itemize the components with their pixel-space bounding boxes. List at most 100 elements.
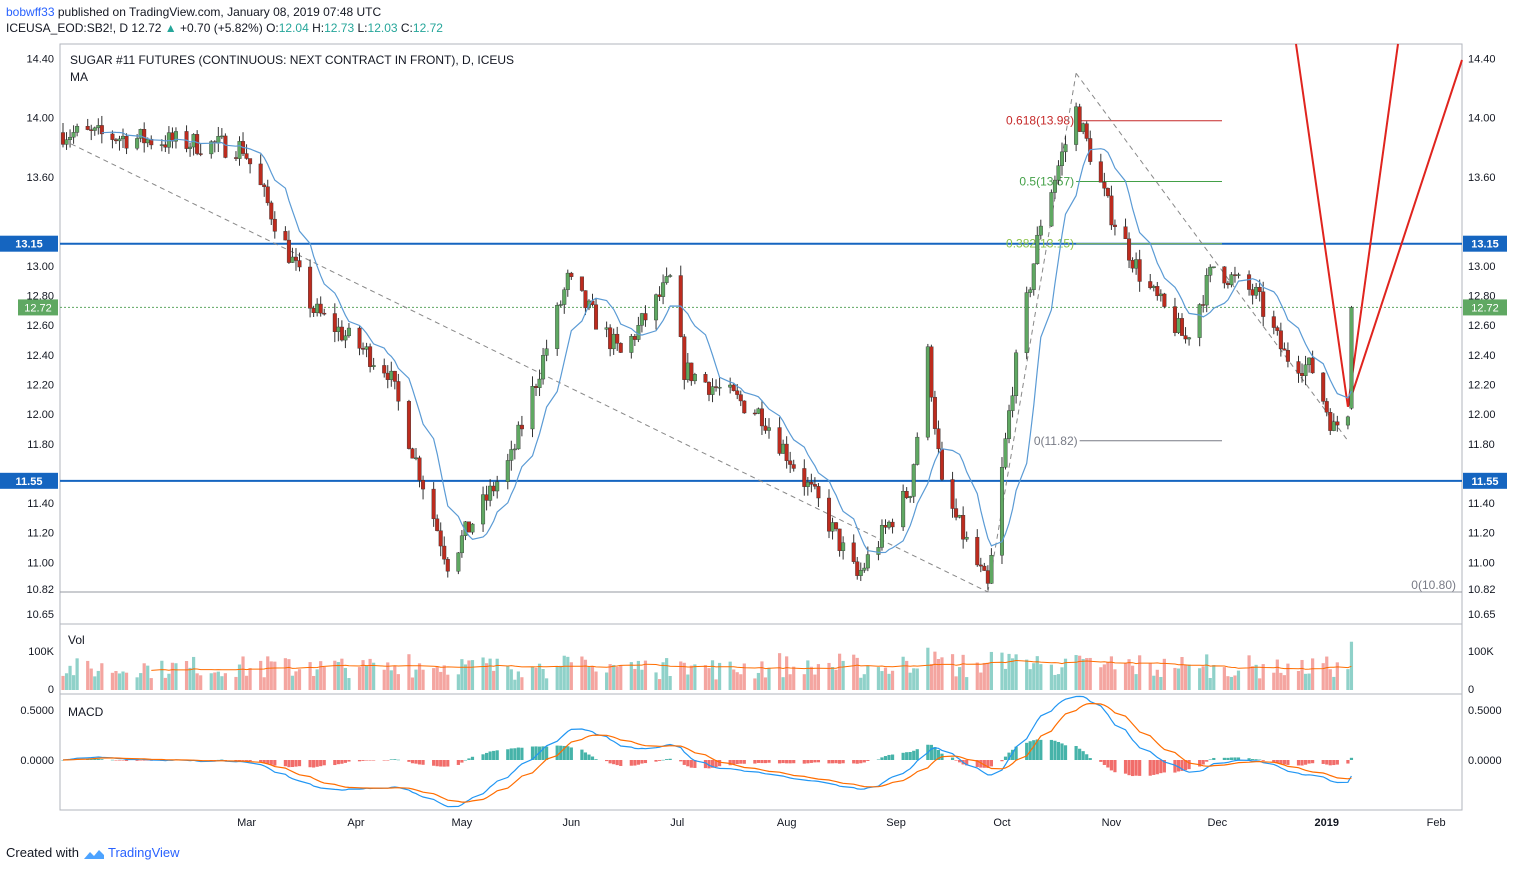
- volume-bar: [269, 661, 273, 690]
- volume-bars-layer: [61, 641, 1354, 690]
- candle-body: [629, 336, 634, 353]
- candle-body: [244, 153, 249, 159]
- candle-body: [643, 313, 648, 321]
- volume-bar: [1173, 667, 1177, 690]
- candle-body: [71, 132, 76, 138]
- volume-bar: [1321, 663, 1325, 690]
- volume-bar: [763, 677, 768, 690]
- macd-histogram-bar: [612, 760, 616, 765]
- macd-histogram-bar: [1014, 746, 1018, 760]
- macd-histogram-bar: [146, 760, 150, 761]
- volume-bar: [767, 667, 771, 690]
- volume-bar: [792, 666, 796, 690]
- volume-bar: [986, 662, 990, 690]
- volume-bar: [1183, 664, 1188, 690]
- macd-histogram-bar: [414, 760, 418, 764]
- volume-bar: [244, 675, 249, 690]
- macd-histogram-bar: [124, 760, 129, 761]
- macd-histogram-bar: [417, 760, 422, 765]
- candle-body: [519, 424, 524, 430]
- macd-histogram-bar: [1321, 760, 1325, 764]
- candle-body: [710, 386, 715, 395]
- macd-histogram-bar: [1346, 760, 1350, 764]
- volume-bar: [456, 674, 460, 690]
- volume-bar: [668, 676, 672, 690]
- macd-histogram-bar: [386, 760, 390, 761]
- macd-histogram-bar: [283, 760, 287, 767]
- macd-histogram-bar: [760, 760, 764, 764]
- volume-bar: [788, 674, 792, 690]
- volume-bar: [1176, 668, 1181, 690]
- created-with-text: Created with: [6, 845, 79, 860]
- volume-bar: [1014, 654, 1018, 690]
- macd-histogram-bar: [590, 756, 595, 760]
- candle-body: [1031, 263, 1036, 290]
- macd-histogram-bar: [1152, 760, 1156, 775]
- volume-bar: [1102, 664, 1106, 690]
- macd-histogram-bar: [986, 760, 990, 768]
- volume-bar: [121, 671, 125, 690]
- macd-histogram-bar: [619, 760, 623, 766]
- macd-histogram-bar: [912, 750, 916, 760]
- volume-bar: [961, 654, 965, 690]
- macd-histogram-bar: [1173, 760, 1177, 773]
- macd-histogram-bar: [562, 745, 566, 760]
- hline-tag-right-1: [1463, 472, 1507, 489]
- macd-histogram-bar: [979, 760, 983, 768]
- macd-histogram-bar: [876, 759, 881, 760]
- volume-bar: [926, 647, 930, 690]
- volume-bar: [915, 668, 919, 690]
- volume-bar: [979, 672, 983, 690]
- macd-histogram-bar: [665, 759, 669, 760]
- macd-histogram-bar: [432, 760, 436, 766]
- candle-body: [954, 508, 959, 518]
- volume-bar: [742, 663, 746, 690]
- macd-histogram-bar: [1251, 759, 1255, 760]
- y-tick-left-8: 12.00: [26, 409, 54, 421]
- macd-histogram-bar: [290, 760, 295, 768]
- candle-body: [1105, 188, 1110, 197]
- x-tick-1: Apr: [347, 817, 364, 829]
- macd-histogram-bar: [1078, 748, 1082, 760]
- volume-bar: [555, 666, 559, 690]
- macd-histogram-bar: [382, 760, 386, 761]
- volume-bar: [1099, 667, 1103, 690]
- volume-bar: [1286, 663, 1290, 690]
- volume-bar: [541, 669, 545, 690]
- volume-bar: [1039, 664, 1043, 690]
- volume-bar: [958, 667, 962, 690]
- volume-bar: [862, 674, 866, 690]
- candle-body: [1204, 275, 1209, 306]
- volume-bar: [439, 671, 443, 690]
- candle-body: [339, 326, 344, 341]
- volume-bar: [1007, 653, 1011, 690]
- candle-body: [1137, 259, 1142, 282]
- chart-title: SUGAR #11 FUTURES (CONTINUOUS: NEXT CONT…: [70, 53, 514, 67]
- macd-histogram-bar: [340, 760, 344, 764]
- candle-body: [1074, 106, 1079, 145]
- macd-histogram-bar: [1328, 760, 1332, 766]
- last-price-label-right: 12.72: [1471, 302, 1499, 314]
- candle-body: [728, 384, 733, 388]
- volume-bar: [940, 657, 944, 690]
- volume-bar: [315, 669, 319, 690]
- author-link[interactable]: bobwff33: [6, 5, 55, 19]
- macd-histogram-bar: [777, 760, 782, 764]
- candle-body: [417, 457, 422, 481]
- candle-body: [385, 372, 390, 380]
- volume-bar: [665, 658, 669, 690]
- macd-histogram-bar: [100, 759, 104, 760]
- volume-bar: [1275, 659, 1279, 690]
- macd-histogram-bar: [1000, 760, 1004, 762]
- tradingview-link[interactable]: TradingView: [108, 845, 180, 860]
- volume-bar: [470, 660, 475, 690]
- macd-histogram-bar: [682, 760, 686, 765]
- volume-bar: [266, 656, 270, 690]
- candle-body: [887, 521, 892, 528]
- macd-panel-frame: [59, 693, 1463, 811]
- candle-body: [64, 139, 69, 145]
- macd-histogram-bar: [248, 760, 252, 762]
- macd-histogram-bar: [583, 752, 588, 760]
- y-tick-left-9: 11.80: [27, 439, 54, 451]
